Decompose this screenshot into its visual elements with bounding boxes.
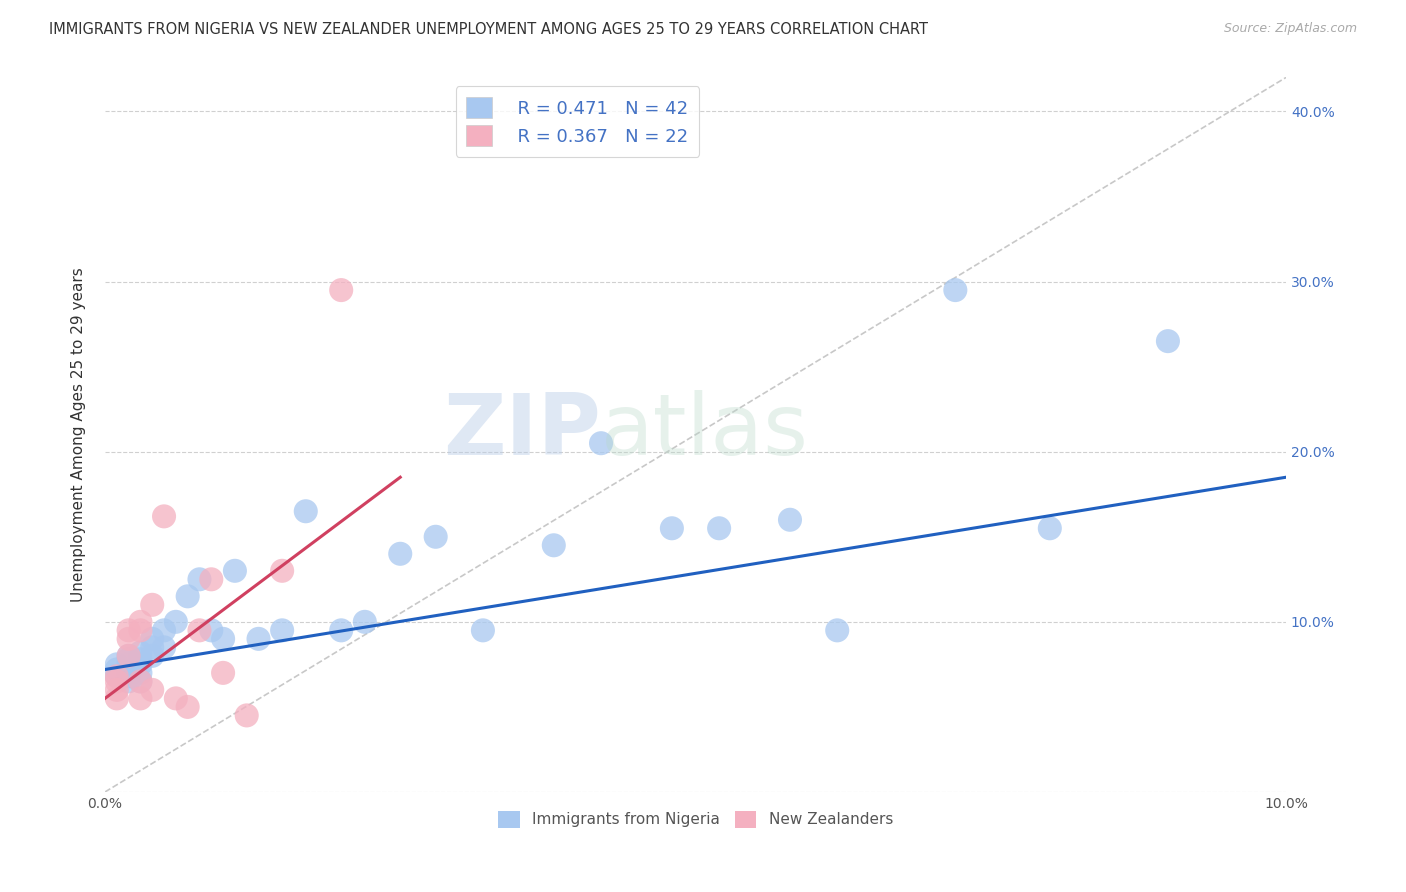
Text: IMMIGRANTS FROM NIGERIA VS NEW ZEALANDER UNEMPLOYMENT AMONG AGES 25 TO 29 YEARS : IMMIGRANTS FROM NIGERIA VS NEW ZEALANDER… (49, 22, 928, 37)
Point (294, 504, 316, 518)
Point (330, 283, 353, 297)
Point (129, 615, 152, 629)
Point (141, 640, 163, 655)
Point (141, 598, 163, 612)
Point (707, 521, 730, 535)
Point (117, 669, 139, 683)
Point (141, 682, 163, 697)
Y-axis label: Unemployment Among Ages 25 to 29 years: Unemployment Among Ages 25 to 29 years (72, 268, 86, 602)
Legend: Immigrants from Nigeria, New Zealanders: Immigrants from Nigeria, New Zealanders (492, 805, 898, 834)
Point (165, 691, 187, 706)
Point (129, 657, 152, 672)
Point (1039, 521, 1062, 535)
Point (129, 652, 152, 666)
Point (165, 615, 187, 629)
Point (271, 564, 294, 578)
Point (212, 665, 235, 680)
Point (117, 632, 139, 646)
Point (330, 624, 353, 638)
Point (117, 648, 139, 663)
Point (943, 283, 966, 297)
Point (153, 509, 176, 524)
Point (117, 665, 139, 680)
Point (271, 624, 294, 638)
Point (1157, 334, 1180, 348)
Point (117, 648, 139, 663)
Point (188, 624, 211, 638)
Point (129, 691, 152, 706)
Point (247, 632, 270, 646)
Text: Source: ZipAtlas.com: Source: ZipAtlas.com (1223, 22, 1357, 36)
Point (129, 624, 152, 638)
Point (212, 632, 235, 646)
Point (117, 652, 139, 666)
Point (235, 708, 257, 723)
Point (389, 547, 412, 561)
Point (200, 572, 222, 586)
Point (105, 682, 128, 697)
Point (117, 657, 139, 672)
Point (353, 615, 375, 629)
Point (105, 669, 128, 683)
Text: atlas: atlas (600, 390, 808, 473)
Text: ZIP: ZIP (443, 390, 600, 473)
Point (105, 669, 128, 683)
Point (471, 624, 494, 638)
Point (105, 663, 128, 677)
Point (825, 624, 848, 638)
Point (661, 521, 683, 535)
Point (543, 538, 565, 552)
Point (129, 645, 152, 659)
Point (153, 640, 176, 655)
Point (129, 674, 152, 689)
Point (779, 513, 801, 527)
Point (141, 648, 163, 663)
Point (105, 691, 128, 706)
Point (129, 665, 152, 680)
Point (129, 674, 152, 689)
Point (425, 530, 447, 544)
Point (117, 624, 139, 638)
Point (589, 436, 612, 450)
Point (105, 674, 128, 689)
Point (153, 624, 176, 638)
Point (176, 699, 198, 714)
Point (188, 572, 211, 586)
Point (117, 674, 139, 689)
Point (176, 590, 198, 604)
Point (105, 657, 128, 672)
Point (200, 624, 222, 638)
Point (141, 632, 163, 646)
Point (224, 564, 246, 578)
